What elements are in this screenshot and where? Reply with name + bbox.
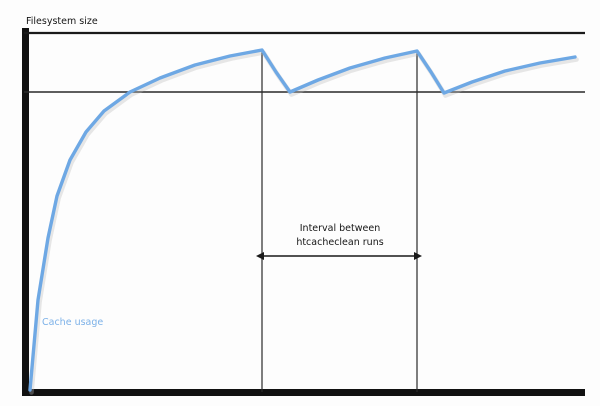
cache-usage-curve <box>28 48 577 392</box>
interval-annotation-line1: Interval between <box>300 223 380 234</box>
filesystem-size-label: Filesystem size <box>26 16 98 27</box>
interval-annotation-line2: htcacheclean runs <box>296 237 383 248</box>
x-axis <box>22 389 585 396</box>
y-axis <box>22 28 29 392</box>
cache-usage-label: Cache usage <box>42 317 103 328</box>
